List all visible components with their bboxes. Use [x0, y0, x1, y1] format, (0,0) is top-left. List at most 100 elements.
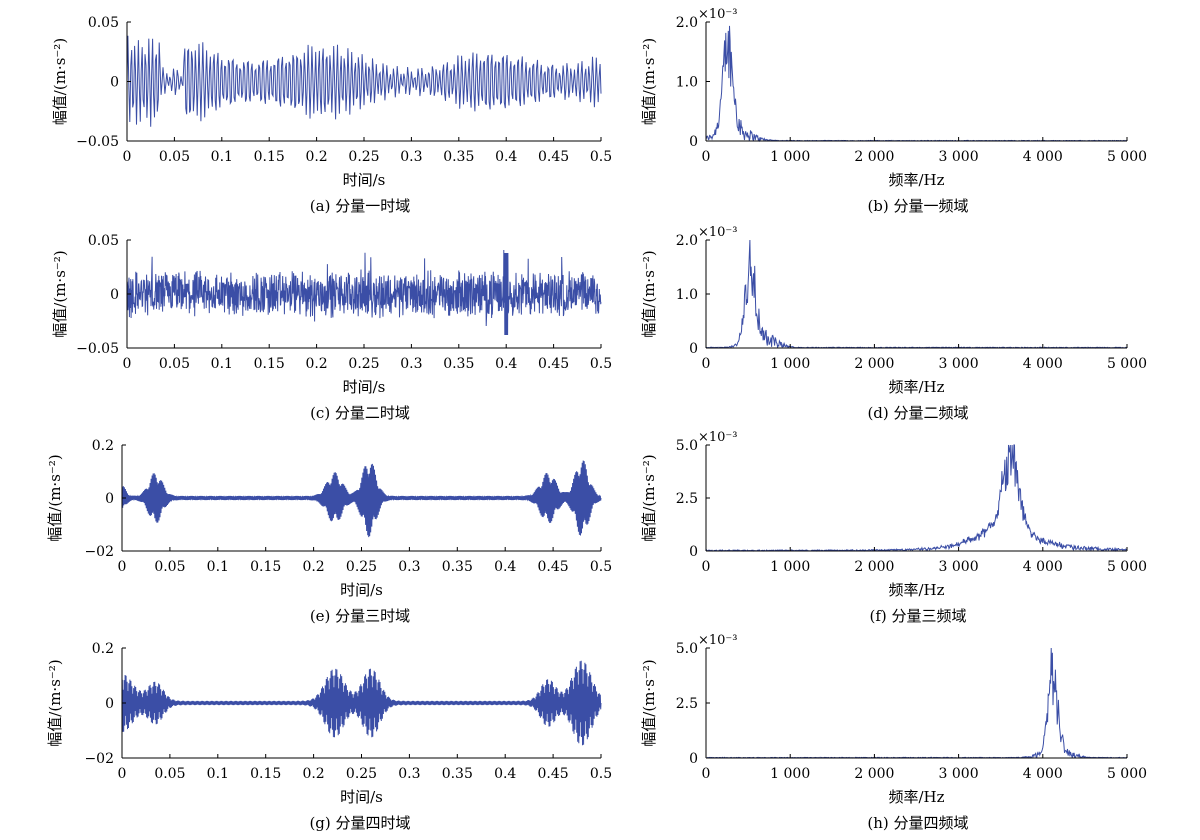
x-tick-label: 0.25 — [348, 149, 379, 165]
y-tick-label: 0 — [689, 134, 698, 150]
x-tick-label: 0.1 — [211, 149, 233, 165]
x-tick-label: 1 000 — [770, 356, 810, 372]
y-tick-label: 0 — [689, 751, 698, 767]
panel-caption: (h) 分量四频域 — [867, 814, 968, 832]
y-tick-label: 1.0 — [676, 75, 698, 91]
x-tick-label: 0 — [123, 149, 132, 165]
panel-caption: (b) 分量一频域 — [867, 197, 968, 215]
y-tick-label: 0 — [110, 287, 119, 303]
x-tick-label: 0.25 — [348, 356, 379, 372]
series-line — [705, 444, 1128, 552]
y-tick-label: 0 — [105, 696, 114, 712]
panel-caption: (e) 分量三时域 — [310, 607, 410, 625]
x-tick-label: 0.45 — [538, 356, 569, 372]
x-tick-label: 0.45 — [538, 149, 569, 165]
x-tick-label: 0.3 — [400, 356, 422, 372]
x-tick-label: 0.5 — [590, 766, 612, 782]
x-tick-label: 3 000 — [939, 356, 979, 372]
series-line — [121, 660, 602, 746]
x-tick-label: 0.3 — [398, 766, 420, 782]
x-tick-label: 0.15 — [250, 559, 281, 575]
x-tick-label: 5 000 — [1107, 559, 1147, 575]
y-tick-label: 2.0 — [676, 233, 698, 249]
panel-caption: (g) 分量四时域 — [309, 814, 410, 832]
y-axis-label: 幅值/(m·s⁻²) — [46, 454, 64, 541]
x-tick-label: 3 000 — [939, 766, 979, 782]
panel-g: 0 0.05 0.1 0.15 0.2 0.25 0.3 0.35 0.4 0.45 0.5 0.2 0… — [46, 641, 612, 832]
x-axis-label: 频率/Hz — [888, 788, 944, 806]
y-tick-label: 0.05 — [88, 233, 119, 249]
x-tick-label: 2 000 — [854, 149, 894, 165]
x-tick-label: 0.35 — [442, 559, 473, 575]
y-axis-label: 幅值/(m·s⁻²) — [51, 250, 69, 337]
panel-caption: (d) 分量二频域 — [867, 404, 968, 422]
x-tick-label: 0.15 — [250, 766, 281, 782]
y-tick-label: 0.2 — [92, 641, 114, 657]
x-tick-label: 0.45 — [538, 559, 569, 575]
x-tick-label: 0.2 — [305, 356, 327, 372]
series-line — [126, 35, 602, 127]
x-tick-label: 4 000 — [1023, 559, 1063, 575]
y-tick-label: 2.0 — [676, 15, 698, 31]
y-tick-label: 2.5 — [676, 696, 698, 712]
panel-d: 0 1 000 2 000 3 000 4 000 5 000 2.0 1.0 0 ×10⁻³ 频率… — [640, 225, 1147, 422]
x-tick-label: 0.4 — [495, 149, 517, 165]
axis-multiplier: ×10⁻³ — [698, 430, 738, 445]
y-tick-label: −0.05 — [76, 341, 119, 357]
panel-a: 0 0.05 0.1 0.15 0.2 0.25 0.3 0.35 0.4 0.45 0.5 0.05… — [51, 15, 612, 215]
x-tick-label: 0.3 — [398, 559, 420, 575]
x-tick-label: 0.1 — [207, 766, 229, 782]
x-tick-label: 1 000 — [770, 149, 810, 165]
x-axis-label: 频率/Hz — [888, 171, 944, 189]
x-tick-label: 0.05 — [154, 766, 185, 782]
axis-multiplier: ×10⁻³ — [698, 633, 738, 648]
x-tick-label: 0.3 — [400, 149, 422, 165]
x-axis-label: 频率/Hz — [888, 581, 944, 599]
x-tick-label: 0 — [118, 766, 127, 782]
y-tick-label: 0 — [689, 544, 698, 560]
x-axis-label: 时间/s — [343, 171, 386, 189]
x-axis-label: 时间/s — [343, 378, 386, 396]
y-axis-label: 幅值/(m·s⁻²) — [640, 38, 658, 125]
y-tick-label: 0.2 — [92, 438, 114, 454]
x-tick-label: 0.5 — [590, 559, 612, 575]
y-tick-label: −02 — [84, 544, 114, 560]
x-tick-label: 2 000 — [854, 356, 894, 372]
x-tick-label: 0.05 — [159, 149, 190, 165]
panel-e: 0 0.05 0.1 0.15 0.2 0.25 0.3 0.35 0.4 0.45 0.5 0.2 0… — [46, 438, 612, 625]
x-tick-label: 0.1 — [207, 559, 229, 575]
x-tick-label: 1 000 — [770, 766, 810, 782]
y-tick-label: −02 — [84, 751, 114, 767]
panel-h: 0 1 000 2 000 3 000 4 000 5 000 5.0 2.5 0 ×10⁻³ 频率… — [640, 633, 1147, 832]
x-tick-label: 0.4 — [494, 766, 516, 782]
x-tick-label: 5 000 — [1107, 356, 1147, 372]
x-axis-label: 频率/Hz — [888, 378, 944, 396]
x-tick-label: 0.05 — [159, 356, 190, 372]
panel-c: 0 0.05 0.1 0.15 0.2 0.25 0.3 0.35 0.4 0.45 0.5 0.05… — [51, 233, 612, 422]
x-tick-label: 0.15 — [254, 149, 285, 165]
y-tick-label: 0 — [689, 341, 698, 357]
y-axis-label: 幅值/(m·s⁻²) — [640, 250, 658, 337]
x-tick-label: 0.45 — [538, 766, 569, 782]
x-tick-label: 4 000 — [1023, 356, 1063, 372]
x-tick-label: 0.4 — [495, 356, 517, 372]
panel-caption: (c) 分量二时域 — [310, 404, 410, 422]
y-tick-label: 1.0 — [676, 287, 698, 303]
axis-multiplier: ×10⁻³ — [698, 225, 738, 240]
x-tick-label: 2 000 — [854, 559, 894, 575]
x-tick-label: 0 — [702, 559, 711, 575]
x-tick-label: 0.25 — [346, 559, 377, 575]
x-tick-label: 4 000 — [1023, 149, 1063, 165]
x-tick-label: 0.35 — [443, 149, 474, 165]
series-line — [126, 249, 602, 336]
x-axis-label: 时间/s — [340, 581, 383, 599]
y-tick-label: 5.0 — [676, 641, 698, 657]
series-line — [705, 239, 1128, 349]
x-tick-label: 0.2 — [305, 149, 327, 165]
y-axis-label: 幅值/(m·s⁻²) — [640, 454, 658, 541]
x-tick-label: 1 000 — [770, 559, 810, 575]
y-axis-label: 幅值/(m·s⁻²) — [640, 659, 658, 746]
y-axis-label: 幅值/(m·s⁻²) — [51, 38, 69, 125]
x-tick-label: 5 000 — [1107, 149, 1147, 165]
